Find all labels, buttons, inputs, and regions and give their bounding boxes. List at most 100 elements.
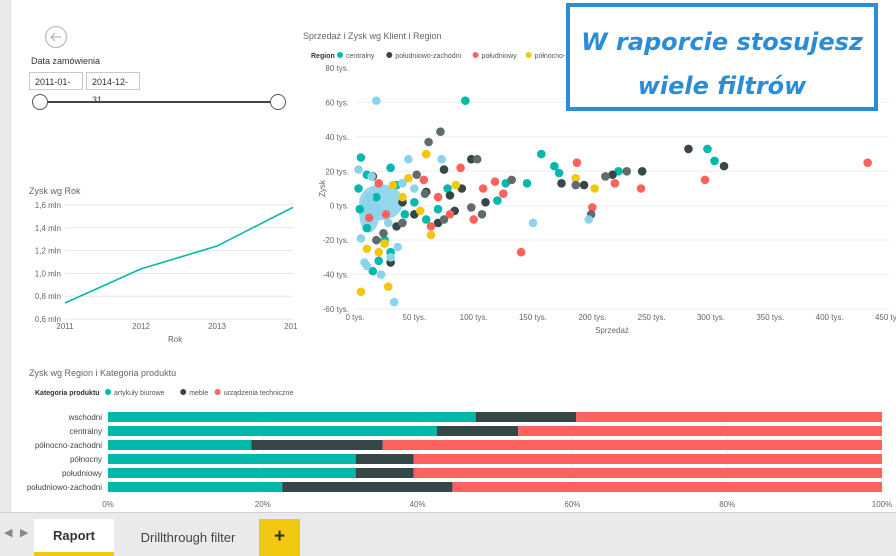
bar-segment	[108, 426, 437, 436]
scatter-point	[477, 210, 487, 219]
scatter-chart[interactable]: -60 tys. -40 tys. -20 tys. 0 tys. 20 tys. 40 …	[299, 60, 896, 345]
scatter-point	[426, 230, 436, 240]
line-xtick-label: 2012	[132, 322, 150, 331]
scatter-point	[383, 282, 393, 291]
scatter-point	[445, 210, 455, 219]
bar-segment	[576, 412, 882, 422]
line-chart-xlabel: Rok	[168, 335, 183, 344]
callout-line1: W raporcie stosujesz	[581, 28, 863, 56]
tab-raport[interactable]: Raport	[34, 519, 114, 556]
scatter-xtick-label: 50 tys.	[403, 313, 427, 322]
date-to-input[interactable]: 2014-12-31	[86, 72, 140, 105]
scatter-point	[400, 210, 410, 219]
scatter-point	[478, 184, 488, 193]
scatter-legend-marker	[386, 52, 393, 58]
next-page-icon[interactable]: ▶	[20, 527, 29, 539]
bar-category-label: wschodni	[68, 413, 103, 422]
scatter-point	[466, 154, 476, 164]
slider-end-handle[interactable]	[270, 94, 286, 110]
scatter-point	[410, 184, 419, 193]
scatter-xtick-label: 450 tys.	[875, 313, 896, 322]
scatter-ytick-label: -40 tys.	[323, 271, 349, 280]
scatter-point	[374, 256, 384, 266]
scatter-point	[456, 163, 465, 173]
bar-legend[interactable]: Kategoria produktu artykuły biurowe meble u…	[27, 385, 327, 399]
scatter-xtick-label: 300 tys.	[697, 313, 725, 322]
scatter-point	[584, 215, 594, 224]
callout-annotation: W raporcie stosujesz wiele filtrów	[566, 3, 878, 111]
prev-page-icon[interactable]: ◀	[4, 527, 13, 539]
bar-segment	[475, 412, 577, 422]
scatter-point	[507, 175, 516, 185]
scatter-point	[379, 228, 388, 238]
scatter-point	[421, 149, 431, 159]
scatter-point	[356, 287, 366, 297]
scatter-point	[386, 253, 395, 262]
scatter-point	[420, 189, 430, 198]
scatter-point	[398, 179, 407, 188]
slider-track	[41, 101, 279, 103]
scatter-ytick-label: 60 tys.	[325, 98, 349, 107]
bar-chart-title: Zysk wg Region i Kategoria produktu	[29, 368, 177, 378]
scatter-xtick-label: 150 tys.	[519, 313, 547, 322]
scatter-point	[355, 204, 365, 214]
scatter-point	[372, 96, 381, 106]
scatter-xtick-label: 200 tys.	[578, 313, 606, 322]
back-arrow-icon[interactable]	[44, 25, 70, 51]
scatter-point	[367, 172, 376, 181]
scatter-point	[451, 180, 461, 190]
scatter-point	[412, 170, 422, 180]
scatter-point	[528, 218, 538, 228]
scatter-point	[372, 192, 381, 202]
scatter-point	[472, 154, 482, 164]
scatter-legend-marker	[472, 52, 479, 58]
scatter-point	[557, 179, 566, 188]
bar-legend-label: artykuły biurowe	[114, 390, 165, 397]
scatter-point	[579, 180, 589, 190]
bar-legend-marker	[214, 389, 221, 395]
scatter-point	[571, 173, 581, 183]
scatter-point	[466, 203, 476, 212]
tab-drillthrough-filter[interactable]: Drillthrough filter	[140, 530, 236, 545]
line-xtick-label: 2013	[208, 322, 226, 331]
line-chart-title: Zysk wg Rok	[29, 186, 81, 196]
bar-legend-marker	[180, 389, 187, 395]
date-from-input[interactable]: 2011-01-01	[29, 72, 83, 105]
bar-category-label: południowo-zachodni	[27, 483, 102, 492]
scatter-point	[481, 197, 490, 207]
scatter-xtick-label: 0 tys.	[345, 313, 364, 322]
scatter-point	[863, 158, 872, 167]
scatter-point	[404, 154, 413, 164]
scatter-point	[426, 222, 436, 231]
add-page-icon[interactable]: +	[259, 519, 300, 556]
slider-start-handle[interactable]	[32, 94, 48, 110]
scatter-point	[421, 215, 431, 224]
bar-segment	[413, 468, 882, 478]
scatter-point	[380, 239, 389, 248]
scatter-point	[703, 144, 712, 154]
scatter-ytick-label: 0 tys.	[330, 202, 349, 211]
scatter-point	[601, 172, 610, 181]
line-xtick-label: 2011	[56, 322, 74, 331]
bar-segment	[355, 468, 414, 478]
scatter-point	[356, 234, 366, 243]
bar-xtick-label: 40%	[410, 500, 426, 509]
scatter-point	[710, 156, 719, 166]
scatter-xtick-label: 350 tys.	[756, 313, 784, 322]
scatter-point	[389, 297, 399, 307]
line-ytick-label: 1,4 mln	[35, 224, 61, 233]
line-ytick-label: 0,6 mln	[35, 315, 61, 324]
scatter-legend-label: północno-zachodni	[535, 53, 594, 60]
line-chart[interactable]: 0,6 mln 0,8 mln 1,0 mln 1,2 mln 1,4 mln 1,6 m…	[19, 195, 297, 345]
bar-xtick-label: 0%	[102, 500, 114, 509]
scatter-point	[610, 179, 620, 188]
bar-segment	[282, 482, 453, 492]
bar-xtick-label: 100%	[872, 500, 892, 509]
bar-segment	[251, 440, 383, 450]
scatter-point	[469, 215, 478, 224]
bar-category-label: centralny	[70, 427, 102, 436]
scatter-point	[383, 218, 393, 228]
bar-chart[interactable]: 0% 20% 40% 60% 80% 100% wschodni centralny półno…	[11, 404, 896, 512]
scatter-point	[461, 96, 470, 106]
scatter-xtick-label: 100 tys.	[460, 313, 488, 322]
